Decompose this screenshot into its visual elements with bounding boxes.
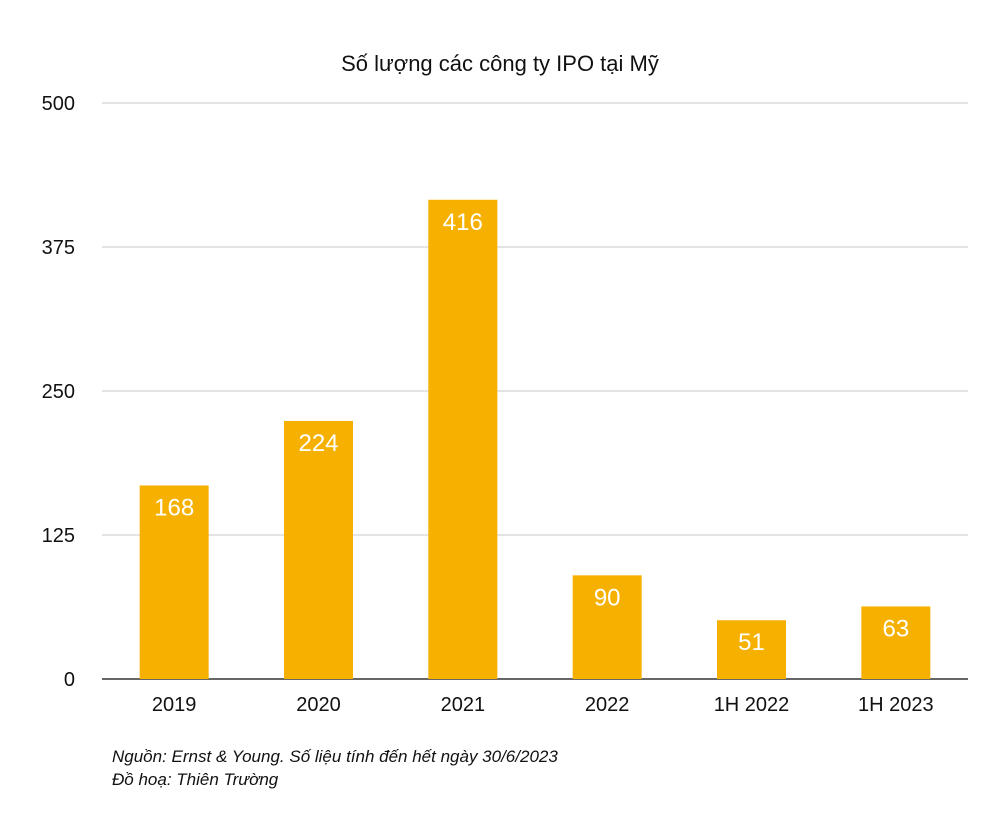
bar [428, 199, 498, 679]
bar-value-label: 51 [738, 629, 765, 656]
y-tick-label: 500 [42, 93, 75, 115]
x-tick-label: 2020 [296, 694, 341, 716]
x-tick-label: 2021 [441, 694, 486, 716]
y-tick-label: 0 [64, 669, 75, 691]
x-tick-label: 1H 2022 [714, 694, 790, 716]
chart-title: Số lượng các công ty IPO tại Mỹ [341, 51, 659, 76]
bar [861, 606, 931, 679]
bar [284, 420, 353, 679]
x-tick-label: 1H 2023 [858, 694, 934, 716]
y-tick-label: 250 [42, 381, 75, 403]
bar-value-label: 63 [882, 615, 909, 642]
x-tick-label: 2019 [152, 694, 197, 716]
bar-value-label: 224 [298, 430, 338, 457]
y-tick-label: 125 [42, 525, 75, 547]
graphics-credit: Đồ hoạ: Thiên Trường [112, 770, 279, 789]
x-tick-label: 2022 [585, 694, 630, 716]
y-tick-label: 375 [42, 237, 75, 259]
bar-value-label: 168 [154, 494, 194, 521]
source-note: Nguồn: Ernst & Young. Số liệu tính đến h… [112, 747, 558, 766]
bar [717, 620, 786, 679]
bar [139, 485, 209, 679]
bar-value-label: 416 [443, 209, 483, 236]
bar-value-label: 90 [594, 584, 621, 611]
bar [572, 575, 642, 679]
